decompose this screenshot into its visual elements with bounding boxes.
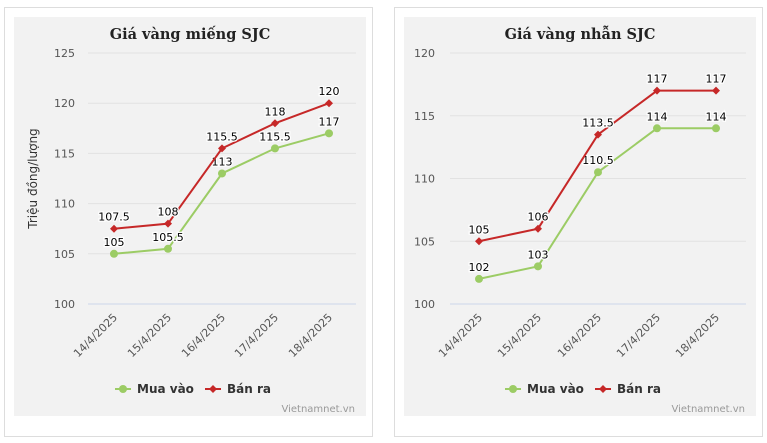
chart-title: Giá vàng nhẫn SJC (505, 25, 656, 43)
data-label: 108 (158, 206, 179, 219)
y-tick-label: 115 (414, 110, 435, 123)
legend-item-mua-vao[interactable]: Mua vào (527, 382, 584, 396)
chart-card-gold-ring: Giá vàng nhẫn SJC 100 105 110 115 120 14/4/202… (394, 7, 763, 437)
data-point-mua-vao (712, 124, 720, 133)
data-label: 113.5 (582, 117, 614, 130)
legend-marker-circle (509, 385, 517, 393)
data-label: 105.5 (152, 231, 184, 244)
data-point-mua-vao (271, 144, 279, 153)
plot-background (404, 17, 756, 416)
y-tick-label: 100 (54, 298, 75, 311)
chart-gold-ring: Giá vàng nhẫn SJC10010511011512014/4/202… (404, 17, 756, 416)
data-point-ban-ra (712, 86, 720, 95)
data-label: 102 (469, 261, 490, 274)
data-point-mua-vao (475, 274, 483, 283)
y-tick-label: 100 (414, 298, 435, 311)
data-point-ban-ra (653, 86, 661, 95)
data-point-mua-vao (218, 169, 226, 178)
data-label: 106 (528, 211, 549, 224)
credit-watermark: Vietnamnet.vn (281, 404, 355, 415)
data-label: 107.5 (98, 211, 130, 224)
y-tick-label: 125 (54, 47, 75, 60)
data-label: 115.5 (206, 130, 238, 143)
y-tick-label: 105 (414, 235, 435, 248)
data-point-ban-ra (475, 237, 483, 246)
legend-marker-diamond (209, 385, 217, 393)
data-point-mua-vao (110, 249, 118, 258)
legend-marker-diamond (599, 385, 607, 393)
data-point-ban-ra (271, 119, 279, 128)
chart-card-gold-bar: Giá vàng miếng SJC 100 105 110 115 120 125 Triệ… (4, 7, 373, 437)
y-tick-label: 120 (414, 47, 435, 60)
data-point-mua-vao (325, 129, 333, 138)
data-label: 105 (104, 236, 125, 249)
data-point-ban-ra (325, 99, 333, 108)
data-point-mua-vao (594, 168, 602, 177)
data-label: 105 (469, 223, 490, 236)
data-label: 117 (706, 73, 727, 86)
legend-item-ban-ra[interactable]: Bán ra (227, 382, 271, 396)
data-point-ban-ra (594, 130, 602, 139)
data-point-ban-ra (164, 219, 172, 228)
chart-title: Giá vàng miếng SJC (110, 25, 271, 43)
data-label: 115.5 (259, 130, 291, 143)
data-point-mua-vao (653, 124, 661, 133)
legend-item-mua-vao[interactable]: Mua vào (137, 382, 194, 396)
data-point-ban-ra (218, 144, 226, 153)
data-point-ban-ra (534, 224, 542, 233)
legend-marker-circle (119, 385, 127, 393)
data-point-mua-vao (164, 244, 172, 253)
data-label: 120 (319, 85, 340, 98)
data-point-ban-ra (110, 224, 118, 233)
y-tick-label: 120 (54, 97, 75, 110)
data-label: 118 (265, 105, 286, 118)
y-tick-label: 115 (54, 147, 75, 160)
y-tick-label: 105 (54, 248, 75, 261)
chart-gold-bar: Giá vàng miếng SJC 100 105 110 115 120 125 Triệ… (14, 17, 366, 416)
data-label: 110.5 (582, 154, 614, 167)
legend-item-ban-ra[interactable]: Bán ra (617, 382, 661, 396)
credit-watermark: Vietnamnet.vn (671, 404, 745, 415)
y-tick-label: 110 (54, 198, 75, 211)
data-label: 117 (647, 73, 668, 86)
data-label: 117 (319, 115, 340, 128)
data-point-mua-vao (534, 262, 542, 271)
data-label: 103 (528, 248, 549, 261)
y-tick-label: 110 (414, 173, 435, 186)
data-label: 114 (647, 110, 668, 123)
data-label: 114 (706, 110, 727, 123)
y-axis-label: Triệu đồng/lượng (26, 128, 40, 229)
